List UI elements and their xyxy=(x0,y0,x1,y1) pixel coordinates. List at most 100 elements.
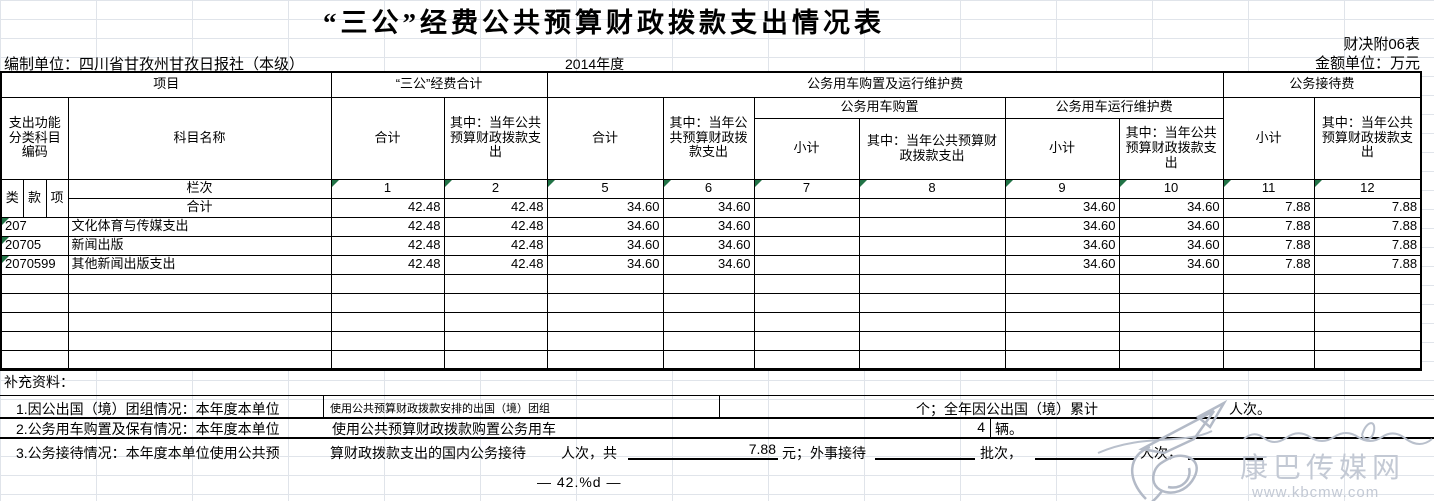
empty-cell xyxy=(1118,311,1224,332)
reception-mid-3: 批次， xyxy=(980,445,1022,461)
column-number-cell: 6 xyxy=(662,178,755,199)
cell-divider xyxy=(990,417,991,437)
fiscal-year: 2014年度 xyxy=(565,56,625,72)
empty-cell xyxy=(753,330,860,351)
cell-error-indicator-icon xyxy=(755,180,762,187)
empty-cell xyxy=(546,311,664,332)
column-number: 2 xyxy=(491,180,500,196)
abroad-note: 使用公共预算财政拨款安排的出国（境）团组 xyxy=(330,403,550,415)
value-cell: 34.60 xyxy=(1004,235,1120,256)
empty-cell xyxy=(1313,273,1422,294)
column-number-cell: 2 xyxy=(443,178,548,199)
value-cell: 7.88 xyxy=(1222,254,1315,275)
value-cell: 42.48 xyxy=(330,216,445,237)
empty-cell xyxy=(0,292,69,313)
amount-unit: 金额单位：万元 xyxy=(1314,55,1420,72)
hdr-lanci: 栏次 xyxy=(67,178,332,199)
hdr-subject-name: 科目名称 xyxy=(67,96,332,180)
value-cell xyxy=(753,197,860,218)
value-cell: 34.60 xyxy=(1118,254,1224,275)
value-cell: 7.88 xyxy=(1313,216,1422,237)
watermark-site-url: www.kbcmw.com xyxy=(1251,484,1379,501)
column-number-cell: 11 xyxy=(1222,178,1315,199)
column-number-cell: 12 xyxy=(1313,178,1422,199)
expense-table: 项目 “三公”经费合计 公务用车购置及运行维护费 公务接待费 支出功能分类科目编… xyxy=(0,71,1423,371)
header-group-row: 项目 “三公”经费合计 公务用车购置及运行维护费 公务接待费 xyxy=(0,71,1422,98)
value-cell: 7.88 xyxy=(1313,235,1422,256)
empty-cell xyxy=(330,311,445,332)
empty-cell xyxy=(546,292,664,313)
vehicle-tail-label: 辆。 xyxy=(995,421,1023,437)
empty-cell xyxy=(330,273,445,294)
report-title: “三公”经费公共预算财政拨款支出情况表 xyxy=(323,8,885,38)
value-cell: 7.88 xyxy=(1222,197,1315,218)
vehicle-note: 使用公共预算财政拨款购置公务用车 xyxy=(332,421,556,437)
supp-row-vehicle: 2.公务用车购置及保有情况：本年度本单位 使用公共预算财政拨款购置公务用车 4 … xyxy=(0,417,1434,439)
form-number: 财决附06表 xyxy=(1343,36,1420,53)
subject-name-cell: 其他新闻出版支出 xyxy=(67,254,332,275)
column-number-row: 类 款 项 栏次 1 2 5 6 7 8 9 10 11 12 xyxy=(0,178,1422,218)
hdr-kuan: 款 xyxy=(22,178,47,218)
page-number-footer: — 42.%d — xyxy=(537,474,622,490)
empty-row xyxy=(0,292,1422,313)
empty-cell xyxy=(858,349,1006,370)
empty-cell xyxy=(546,349,664,370)
empty-cell xyxy=(1004,292,1120,313)
function-code: 207 xyxy=(5,218,27,234)
value-cell: 7.88 xyxy=(1313,254,1422,275)
subject-name-cell: 文化体育与传媒支出 xyxy=(67,216,332,237)
empty-cell xyxy=(1004,311,1120,332)
column-number: 5 xyxy=(601,180,609,196)
empty-cell xyxy=(0,349,69,370)
empty-cell xyxy=(1313,292,1422,313)
value-cell: 34.60 xyxy=(662,197,755,218)
empty-cell xyxy=(0,273,69,294)
reception-mid-1: 人次，共 xyxy=(561,445,617,461)
value-cell xyxy=(858,254,1006,275)
cell-error-indicator-icon xyxy=(2,256,9,263)
hdr-subtotal-col9: 小计 xyxy=(1004,117,1120,180)
cell-error-indicator-icon xyxy=(1224,180,1231,187)
hdr-sangong-total-group: “三公”经费合计 xyxy=(330,71,548,98)
empty-cell xyxy=(858,330,1006,351)
empty-cell xyxy=(443,349,548,370)
empty-cell xyxy=(1313,330,1422,351)
column-number-cell: 8 xyxy=(858,178,1006,199)
empty-cell xyxy=(1222,273,1315,294)
empty-cell xyxy=(67,292,332,313)
abroad-tail-label: 人次。 xyxy=(1229,401,1271,417)
supp-row-abroad: 1.因公出国（境）团组情况：本年度本单位 使用公共预算财政拨款安排的出国（境）团… xyxy=(0,395,1434,419)
empty-cell xyxy=(67,273,332,294)
empty-row xyxy=(0,273,1422,294)
empty-cell xyxy=(0,311,69,332)
table-row: 207 文化体育与传媒支出 42.48 42.48 34.60 34.60 34… xyxy=(0,216,1422,237)
hdr-subtotal-col11: 小计 xyxy=(1222,96,1315,180)
empty-cell xyxy=(67,311,332,332)
column-number-cell: 7 xyxy=(753,178,860,199)
value-cell: 34.60 xyxy=(662,254,755,275)
hdr-subtotal-col7: 小计 xyxy=(753,117,860,180)
column-number: 9 xyxy=(1058,180,1066,196)
column-number: 12 xyxy=(1360,180,1375,196)
hdr-of-which-col6: 其中：当年公共预算财政拨款支出 xyxy=(662,96,755,180)
column-number: 6 xyxy=(704,180,713,196)
cell-error-indicator-icon xyxy=(2,218,9,225)
value-cell xyxy=(858,235,1006,256)
empty-cell xyxy=(330,330,445,351)
value-cell: 34.60 xyxy=(546,235,664,256)
watermark-site-name: 康巴传媒网 xyxy=(1240,452,1405,483)
supplementary-heading: 补充资料： xyxy=(4,374,74,390)
value-cell: 34.60 xyxy=(1118,197,1224,218)
empty-cell xyxy=(662,292,755,313)
empty-cell xyxy=(1118,292,1224,313)
empty-cell xyxy=(0,330,69,351)
cell-error-indicator-icon xyxy=(1006,180,1013,187)
value-cell: 34.60 xyxy=(546,216,664,237)
value-cell xyxy=(753,235,860,256)
value-cell: 34.60 xyxy=(546,197,664,218)
value-cell: 34.60 xyxy=(546,254,664,275)
total-row-label: 合计 xyxy=(67,197,332,218)
bird-logo-icon xyxy=(1130,399,1228,501)
value-cell: 42.48 xyxy=(443,197,548,218)
